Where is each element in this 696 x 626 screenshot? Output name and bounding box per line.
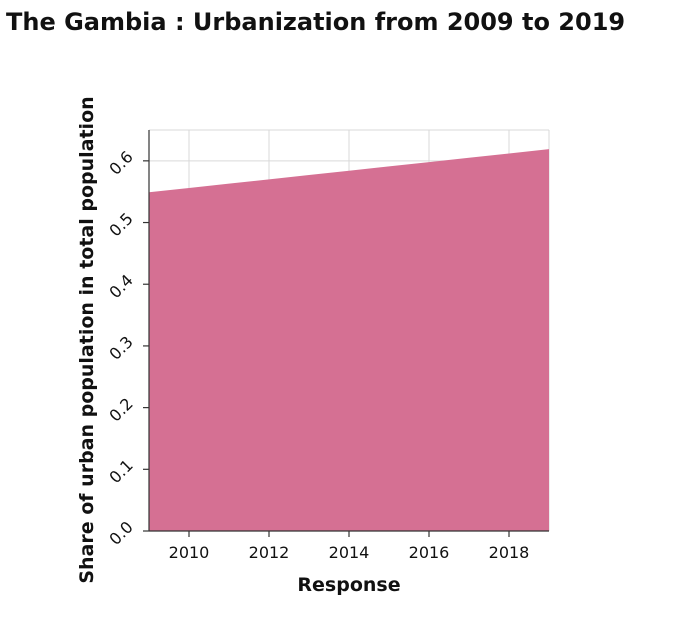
axis-layer: [143, 130, 549, 537]
area-series: [149, 149, 549, 531]
y-tick-label: 0.0: [105, 517, 136, 548]
x-tick-label: 2010: [169, 543, 210, 562]
y-tick-label: 0.2: [105, 394, 136, 425]
area-layer: [149, 149, 549, 531]
chart-title: The Gambia : Urbanization from 2009 to 2…: [6, 8, 626, 36]
x-tick-label: 2018: [489, 543, 530, 562]
y-axis-title: Share of urban population in total popul…: [76, 96, 98, 583]
x-tick-label: 2014: [329, 543, 370, 562]
y-tick-label: 0.1: [105, 456, 136, 487]
x-axis-title: Response: [297, 574, 400, 596]
x-tick-label: 2012: [249, 543, 290, 562]
y-tick-label: 0.4: [105, 271, 136, 302]
x-tick-label: 2016: [409, 543, 450, 562]
y-tick-label: 0.3: [105, 332, 136, 363]
y-tick-label: 0.6: [105, 147, 136, 178]
y-tick-label: 0.5: [105, 209, 136, 240]
